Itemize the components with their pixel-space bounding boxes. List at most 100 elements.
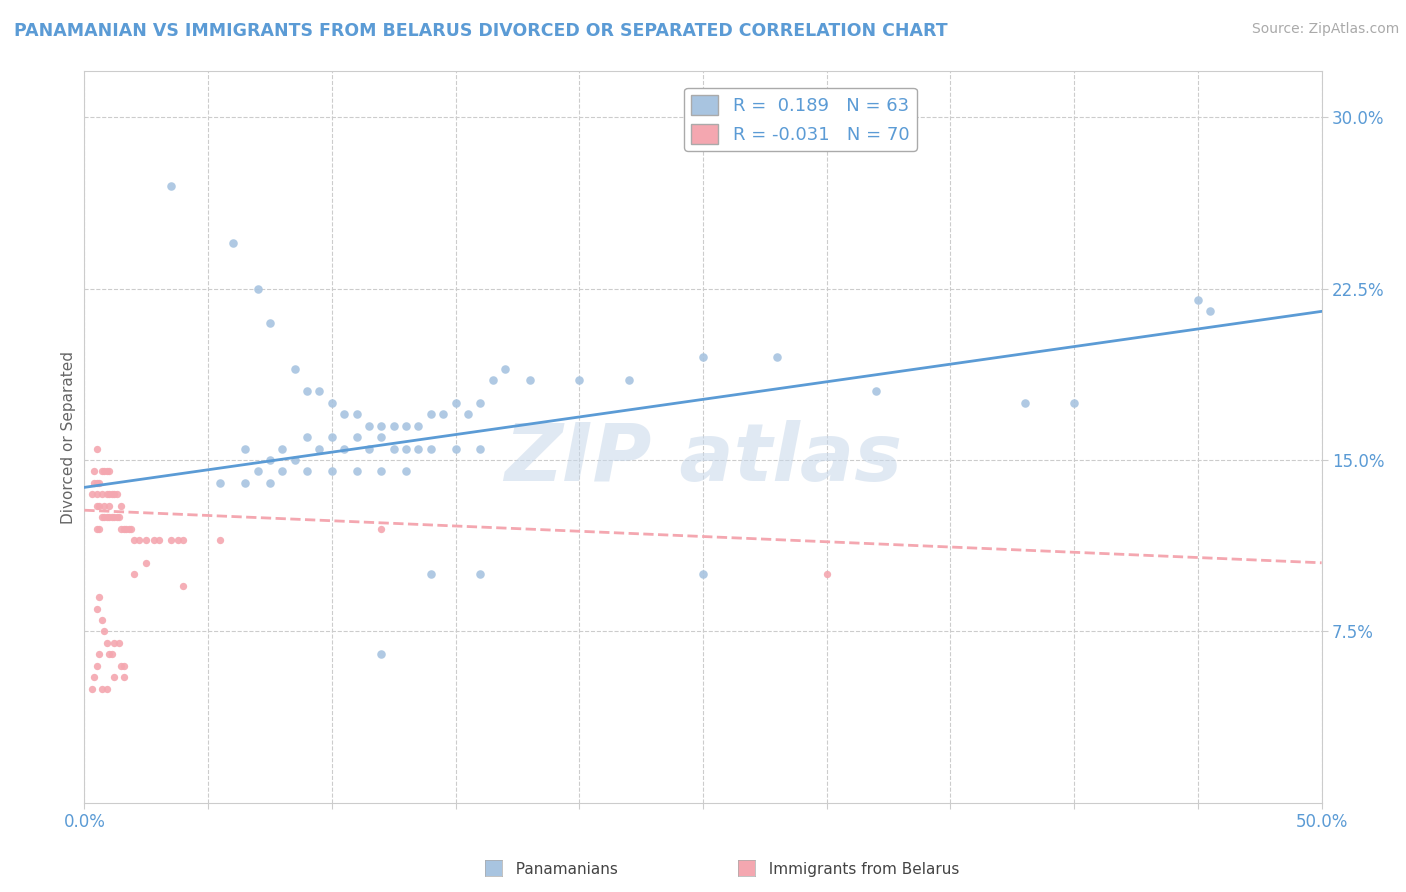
Point <box>90 510 112 524</box>
Point <box>470 396 492 410</box>
Point <box>308 442 330 456</box>
Point <box>321 430 343 444</box>
Point <box>370 464 392 478</box>
Point <box>419 567 441 582</box>
Point <box>118 521 141 535</box>
Point <box>86 475 108 490</box>
Point <box>295 430 318 444</box>
Point <box>284 453 307 467</box>
Point <box>89 590 111 604</box>
Point <box>333 442 356 456</box>
Point <box>1199 304 1222 318</box>
Y-axis label: Divorced or Separated: Divorced or Separated <box>60 351 76 524</box>
Point <box>89 499 111 513</box>
Point <box>1187 293 1209 307</box>
Point <box>98 499 121 513</box>
Point <box>100 647 122 661</box>
Point <box>96 510 118 524</box>
Point <box>89 521 111 535</box>
Point <box>457 407 479 421</box>
Point <box>135 533 157 547</box>
Point <box>766 350 789 364</box>
Point <box>222 235 245 250</box>
Point <box>86 521 108 535</box>
Point <box>103 670 125 684</box>
Point <box>444 442 467 456</box>
Point <box>519 373 541 387</box>
Point <box>382 442 405 456</box>
Point <box>80 487 103 501</box>
Point <box>83 475 105 490</box>
Point <box>103 487 125 501</box>
Point <box>105 510 128 524</box>
Point <box>115 521 138 535</box>
Point <box>370 521 392 535</box>
Text: Source: ZipAtlas.com: Source: ZipAtlas.com <box>1251 22 1399 37</box>
Point <box>395 464 418 478</box>
Point <box>120 521 142 535</box>
Point <box>233 475 256 490</box>
Point <box>86 442 108 456</box>
Point <box>96 464 118 478</box>
Point <box>93 499 115 513</box>
Point <box>308 384 330 399</box>
Point <box>346 464 368 478</box>
Point <box>209 475 232 490</box>
Point <box>357 418 380 433</box>
Point <box>357 442 380 456</box>
Point <box>90 464 112 478</box>
Point <box>1063 396 1085 410</box>
Point <box>419 442 441 456</box>
Point <box>346 430 368 444</box>
Point <box>110 521 132 535</box>
Point <box>333 407 356 421</box>
Point <box>271 464 294 478</box>
Point <box>172 533 194 547</box>
Point <box>122 567 145 582</box>
Point <box>444 396 467 410</box>
Point <box>246 464 269 478</box>
Point <box>815 567 838 582</box>
Point <box>470 567 492 582</box>
Point <box>568 373 591 387</box>
Point <box>98 487 121 501</box>
Point <box>209 533 232 547</box>
Point <box>395 418 418 433</box>
Point <box>346 407 368 421</box>
Text: ZIP atlas: ZIP atlas <box>503 420 903 498</box>
Point <box>172 579 194 593</box>
Point <box>103 636 125 650</box>
Point <box>370 418 392 433</box>
Point <box>108 510 131 524</box>
Point <box>295 384 318 399</box>
Point <box>271 442 294 456</box>
Point <box>370 430 392 444</box>
Point <box>90 613 112 627</box>
Point <box>617 373 640 387</box>
Point <box>295 464 318 478</box>
Point <box>135 556 157 570</box>
Point <box>100 510 122 524</box>
Point <box>321 396 343 410</box>
Point <box>110 499 132 513</box>
Point <box>259 453 281 467</box>
Point <box>246 281 269 295</box>
Point <box>93 624 115 639</box>
Point <box>108 636 131 650</box>
Point <box>692 350 714 364</box>
Point <box>128 533 150 547</box>
Point <box>90 681 112 696</box>
Point <box>98 647 121 661</box>
Point <box>408 442 430 456</box>
Point <box>160 533 183 547</box>
Point <box>1014 396 1036 410</box>
Point <box>259 316 281 330</box>
Point <box>93 510 115 524</box>
Point <box>89 647 111 661</box>
Point <box>148 533 170 547</box>
Point <box>382 418 405 433</box>
Point <box>86 499 108 513</box>
Point <box>110 658 132 673</box>
Point <box>86 658 108 673</box>
Point <box>284 361 307 376</box>
